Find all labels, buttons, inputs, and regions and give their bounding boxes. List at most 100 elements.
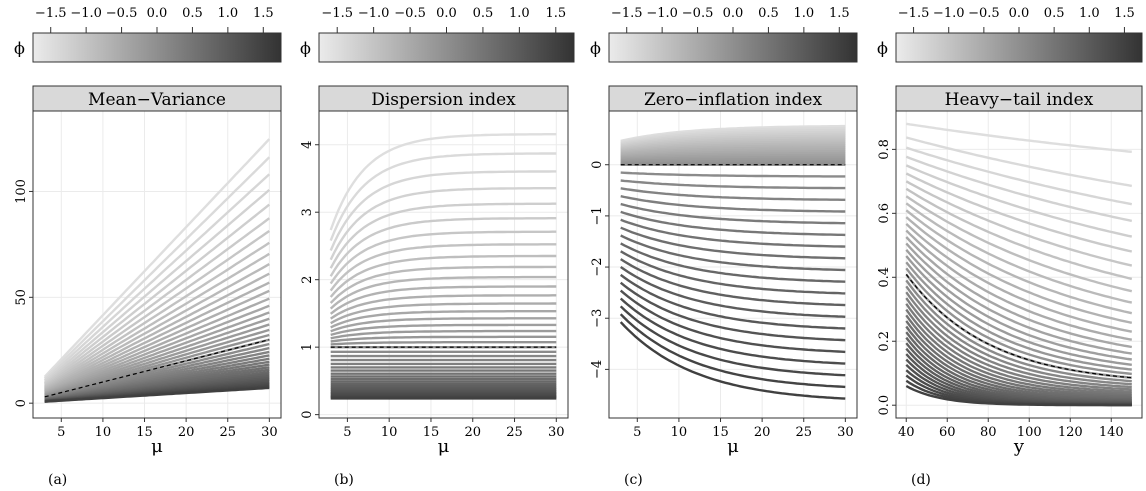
curve-line [905,285,1132,386]
reference-dashed-line [44,339,270,398]
curve-line [329,285,557,315]
x-tick-label: 15 [423,425,440,440]
y-tick-label: 0 [300,410,315,418]
curve-line [329,202,557,269]
panel-title: Dispersion index [371,90,516,110]
strip-background [318,85,569,112]
x-axis-label: μ [727,436,739,457]
curve-line [905,242,1132,355]
colorbar-tick-label: 1.0 [509,6,530,21]
curve-line [620,126,846,144]
colorbar-tick-label: −1.5 [611,6,643,21]
curve-line [905,279,1132,383]
panel-d: −1.5 −1.0 −0.5 0.0 0.5 1.0 1.5 ϕ Heavy−tail inde… [877,6,1143,488]
colorbar-symbol: ϕ [300,39,311,58]
curve-line [44,263,270,391]
curve-line [619,321,846,400]
colorbar-tick-label: 1.0 [1079,6,1100,21]
curve-line [905,331,1132,401]
colorbar [318,32,575,63]
curve-line [330,317,557,333]
curves [329,132,557,400]
curve-line [44,289,270,394]
curve-line [620,218,846,248]
curve-line [905,202,1133,304]
y-tick-label: 2 [300,276,315,284]
curve-line [329,265,557,304]
curve-line [905,136,1133,188]
colorbar-tick-label: 0.5 [758,6,779,21]
x-tick-label: 5 [343,425,351,440]
curve-line [905,249,1132,361]
curve-line [620,151,846,159]
panel-title: Zero−inflation index [644,90,823,110]
curves [619,124,846,400]
panel-title: Mean−Variance [88,90,226,110]
y-tick-label: 0.4 [877,267,892,288]
curves [905,122,1133,407]
curve-line [44,304,270,395]
curve-line [620,138,846,151]
curve-line [43,138,271,378]
y-tick-label: −3 [590,309,605,328]
curve-line [620,187,846,202]
curve-line [329,230,557,285]
curve-line [43,188,271,383]
panel-a: −1.5 −1.0 −0.5 0.0 0.5 1.0 1.5 ϕ Mean−Variance 5 1… [14,6,282,488]
colorbar-tick-label: 0.0 [147,6,168,21]
curve-line [620,159,846,164]
curve-line [905,195,1133,293]
colorbar-tick-label: 0.0 [436,6,457,21]
colorbar-symbol: ϕ [877,39,888,58]
y-tick-label: 3 [300,208,315,216]
curve-line [905,155,1133,223]
x-tick-label: 25 [795,425,812,440]
x-axis-label: y [1013,436,1025,457]
y-tick-label: 0 [14,399,29,407]
colorbar-tick-label: 0.0 [1009,6,1030,21]
x-tick-label: 30 [261,425,278,440]
x-tick-label: 120 [1058,425,1083,440]
curve-line [44,241,270,389]
y-tick-label: −1 [590,206,605,225]
y-tick-label: 0.6 [877,203,892,224]
colorbar-tick-label: −0.5 [682,6,714,21]
curves [43,138,271,403]
curve-line [906,122,1132,153]
curve-line [329,170,557,251]
curve-line [905,187,1133,281]
curve-line [620,132,846,147]
curve-line [905,164,1133,238]
curve-line [620,130,846,146]
x-axis-label: μ [151,436,163,457]
strip-background [895,85,1143,112]
curve-line [43,203,271,385]
curve-line [905,314,1132,397]
curve-line [620,210,846,237]
curve-line [329,216,557,277]
curve-line [330,329,557,340]
curve-line [905,325,1132,400]
curve-line [43,217,271,386]
curve-line [619,297,846,365]
y-tick-label: −2 [590,257,605,276]
curve-line [44,252,270,390]
curve-line [905,236,1133,349]
curve-line [619,313,846,389]
panel-label: (c) [624,472,643,488]
panel-title: Heavy−tail index [945,90,1094,110]
colorbar-tick-label: 1.5 [829,6,850,21]
colorbar-tick-label: 1.5 [545,6,566,21]
curve-line [620,179,846,190]
curve-line [43,173,271,382]
curve-line [619,289,846,354]
curve-line [620,142,846,153]
colorbar-tick-label: 0.5 [182,6,203,21]
curve-line [329,275,557,310]
curve-line [620,242,846,283]
colorbar-tick-label: 0.5 [473,6,494,21]
curve-line [905,146,1133,206]
curve-line [620,124,846,143]
colorbar-tick-label: −1.5 [898,6,930,21]
